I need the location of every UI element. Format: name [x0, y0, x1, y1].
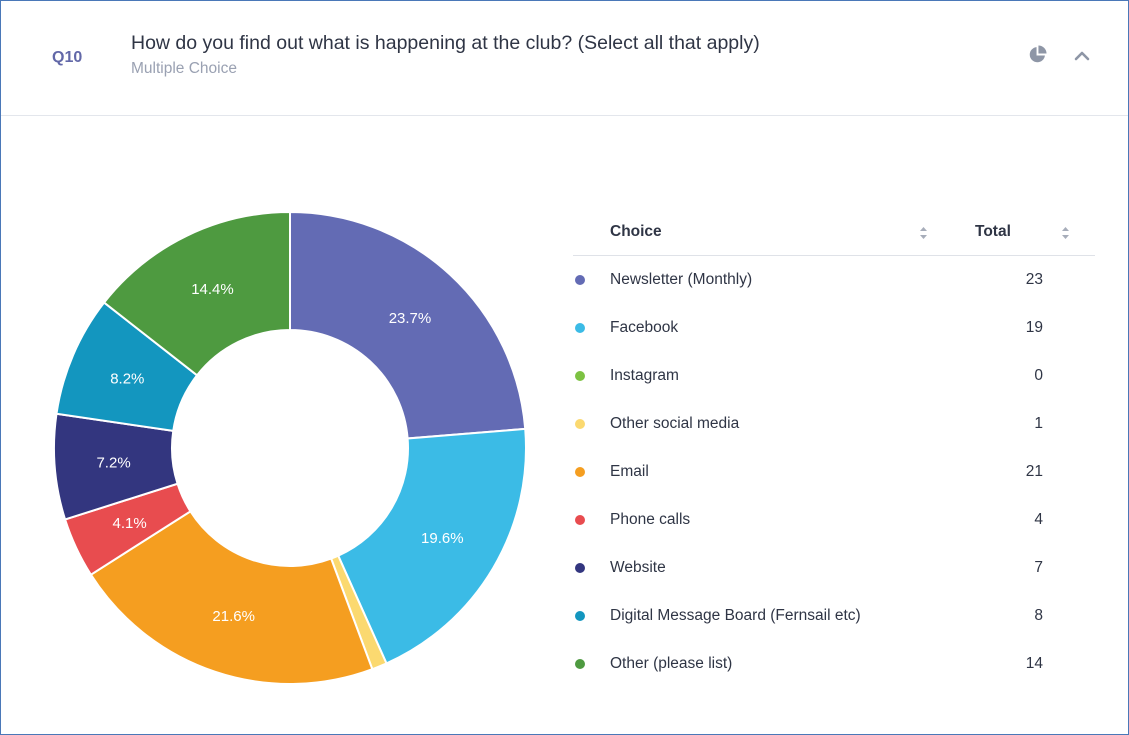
- choice-label: Facebook: [610, 319, 679, 336]
- question-title: How do you find out what is happening at…: [131, 32, 760, 54]
- slice-percent-label: 8.2%: [110, 370, 144, 387]
- legend-dot: [575, 659, 585, 669]
- question-type: Multiple Choice: [131, 60, 237, 77]
- slice-percent-label: 4.1%: [113, 515, 147, 532]
- choice-total: 4: [1034, 511, 1043, 528]
- table-row: Phone calls 4: [573, 496, 1095, 544]
- sort-icon[interactable]: [1061, 225, 1070, 241]
- question-number: Q10: [52, 49, 83, 66]
- slice-percent-label: 14.4%: [191, 281, 234, 298]
- choice-label: Email: [610, 463, 649, 480]
- table-row: Website 7: [573, 544, 1095, 592]
- legend-dot: [575, 515, 585, 525]
- table-row: Other (please list) 14: [573, 640, 1095, 688]
- legend-dot: [575, 419, 585, 429]
- choice-label: Newsletter (Monthly): [610, 271, 753, 288]
- table-row: Instagram 0: [573, 352, 1095, 400]
- slice-percent-label: 23.7%: [389, 310, 432, 327]
- choice-label: Instagram: [610, 367, 679, 384]
- choice-total: 23: [1025, 271, 1043, 288]
- choice-label: Other social media: [610, 415, 740, 432]
- choice-label: Phone calls: [610, 511, 691, 528]
- choice-label: Digital Message Board (Fernsail etc): [610, 607, 861, 624]
- legend-dot: [575, 275, 585, 285]
- slice-facebook[interactable]: [336, 427, 527, 665]
- choice-label: Website: [610, 559, 666, 576]
- choice-label: Other (please list): [610, 655, 733, 672]
- legend-dot: [575, 467, 585, 477]
- legend-dot: [575, 371, 585, 381]
- slice-percent-label: 19.6%: [421, 530, 464, 547]
- legend-dot: [575, 323, 585, 333]
- table-header: Choice Total: [573, 209, 1095, 256]
- pie-chart-icon[interactable]: [1028, 45, 1047, 64]
- choices-table: Choice Total Newsletter (Monthly) 23 Faceb…: [573, 209, 1095, 688]
- slice-percent-label: 7.2%: [96, 454, 130, 471]
- choice-total: 19: [1025, 319, 1043, 336]
- chevron-up-icon[interactable]: [1073, 49, 1091, 63]
- slice-newsletter-monthly[interactable]: [289, 211, 527, 440]
- table-body: Newsletter (Monthly) 23 Facebook 19 Instagra…: [573, 256, 1095, 688]
- slice-email[interactable]: [89, 509, 374, 685]
- table-row: Email 21: [573, 448, 1095, 496]
- choice-total: 8: [1034, 607, 1043, 624]
- legend-dot: [575, 611, 585, 621]
- legend-dot: [575, 563, 585, 573]
- question-header: Q10 How do you find out what is happenin…: [1, 1, 1128, 116]
- sort-icon[interactable]: [919, 225, 928, 241]
- slice-percent-label: 21.6%: [212, 608, 255, 625]
- choice-total: 14: [1025, 655, 1043, 672]
- slice-other-please-list[interactable]: [102, 211, 291, 377]
- choice-total: 1: [1034, 415, 1043, 432]
- column-header-choice: Choice: [610, 223, 662, 240]
- table-row: Other social media 1: [573, 400, 1095, 448]
- table-row: Facebook 19: [573, 304, 1095, 352]
- choice-total: 7: [1034, 559, 1043, 576]
- choice-total: 21: [1025, 463, 1043, 480]
- column-header-total: Total: [975, 223, 1011, 240]
- table-row: Digital Message Board (Fernsail etc) 8: [573, 592, 1095, 640]
- donut-chart: 23.7% 19.6% 21.6% 4.1% 7.2% 8.2% 14.4%: [53, 211, 527, 685]
- table-row: Newsletter (Monthly) 23: [573, 256, 1095, 304]
- choice-total: 0: [1034, 367, 1043, 384]
